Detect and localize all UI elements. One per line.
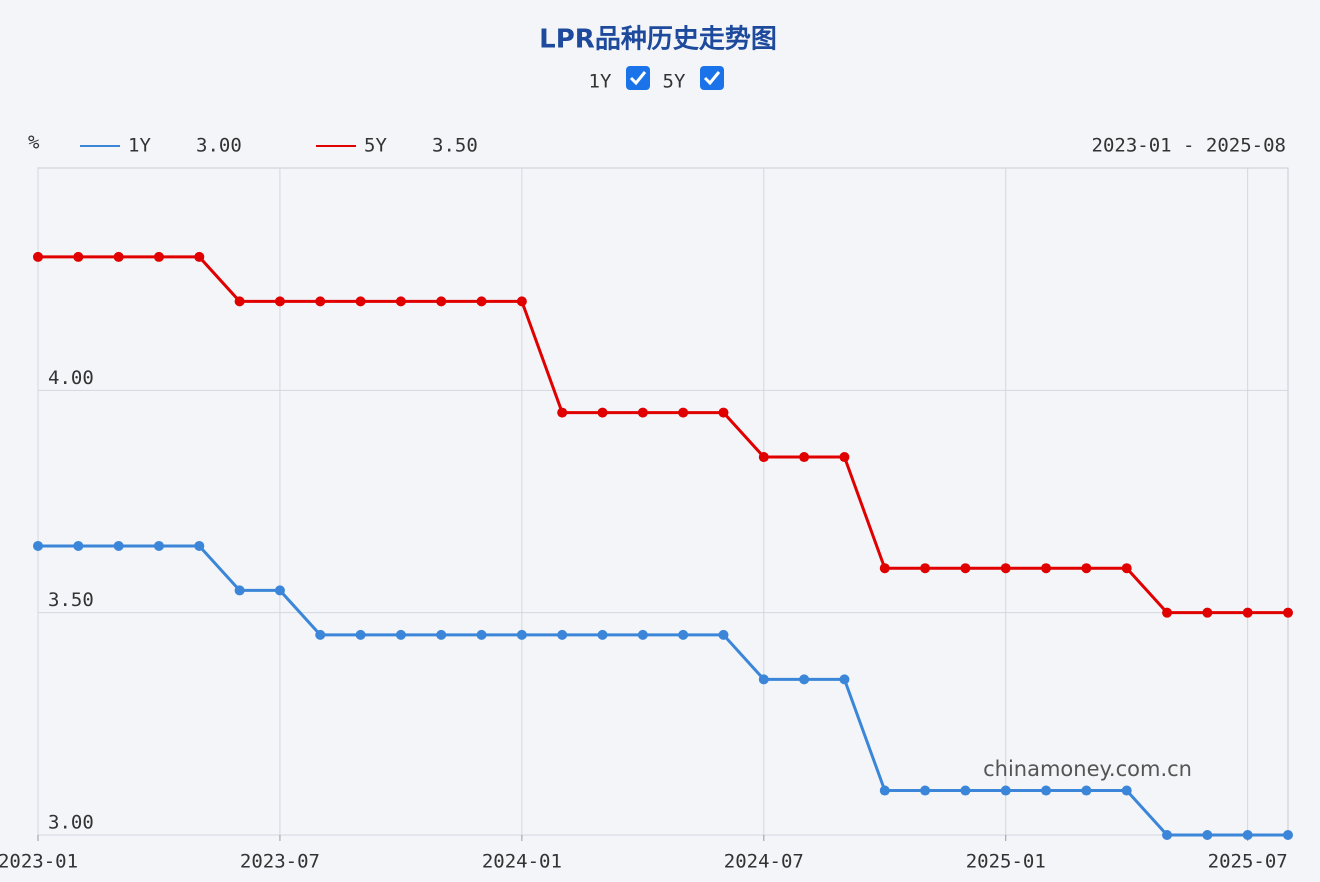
data-point <box>1202 607 1213 618</box>
data-point <box>1121 785 1132 796</box>
data-point <box>1000 785 1011 796</box>
data-point <box>194 540 205 551</box>
data-point <box>557 629 568 640</box>
y-tick-label: 3.50 <box>48 589 94 611</box>
data-point <box>436 296 447 307</box>
data-point <box>153 251 164 262</box>
data-point <box>315 296 326 307</box>
data-point <box>234 585 245 596</box>
data-point <box>234 296 245 307</box>
data-point <box>1000 563 1011 574</box>
data-point <box>839 674 850 685</box>
legend-label: 5Y <box>364 135 387 157</box>
data-point <box>920 563 931 574</box>
data-point <box>637 629 648 640</box>
data-point <box>476 629 487 640</box>
data-point <box>1202 830 1213 840</box>
range-label: 2023-01 - 2025-08 <box>1092 135 1286 157</box>
data-point <box>718 629 729 640</box>
legend-label: 1Y <box>128 135 151 157</box>
data-point <box>799 452 810 463</box>
data-point <box>678 629 689 640</box>
legend-value: 3.00 <box>196 135 242 157</box>
toggle-label: 1Y <box>589 71 612 93</box>
data-point <box>1081 563 1092 574</box>
data-point <box>1242 830 1253 840</box>
chart-title: LPR品种历史走势图 <box>539 25 777 55</box>
data-point <box>516 629 527 640</box>
x-tick-label: 2025-01 <box>966 851 1046 873</box>
data-point <box>1121 563 1132 574</box>
data-point <box>1041 563 1052 574</box>
toggle-label: 5Y <box>663 71 686 93</box>
data-point <box>476 296 487 307</box>
x-tick-label: 2024-07 <box>724 851 804 873</box>
x-tick-label: 2023-01 <box>0 851 78 873</box>
data-point <box>758 674 769 685</box>
data-point <box>355 296 366 307</box>
x-tick-label: 2024-01 <box>482 851 562 873</box>
y-tick-label: 3.00 <box>48 812 94 834</box>
data-point <box>920 785 931 796</box>
data-point <box>1242 607 1253 618</box>
data-point <box>73 251 84 262</box>
series-line <box>38 255 1288 615</box>
watermark: chinamoney.com.cn <box>983 757 1192 781</box>
data-point <box>1041 785 1052 796</box>
data-point <box>395 629 406 640</box>
data-point <box>597 629 608 640</box>
data-point <box>1162 830 1173 840</box>
data-point <box>153 540 164 551</box>
data-point <box>1081 785 1092 796</box>
data-point <box>758 452 769 463</box>
grid <box>37 167 1289 836</box>
checkbox[interactable] <box>700 66 724 90</box>
y-unit: % <box>28 132 40 154</box>
data-point <box>73 540 84 551</box>
data-point <box>274 585 285 596</box>
x-tick-label: 2023-07 <box>240 851 320 873</box>
data-point <box>557 407 568 418</box>
data-point <box>315 629 326 640</box>
data-point <box>879 785 890 796</box>
data-point <box>718 407 729 418</box>
data-point <box>839 452 850 463</box>
data-point <box>436 629 447 640</box>
data-point <box>1283 607 1293 618</box>
data-point <box>274 296 285 307</box>
checkbox[interactable] <box>626 66 650 90</box>
data-point <box>678 407 689 418</box>
data-point <box>879 563 890 574</box>
x-tick-label: 2025-07 <box>1208 851 1288 873</box>
data-point <box>597 407 608 418</box>
data-point <box>33 540 43 551</box>
data-point <box>113 251 124 262</box>
data-point <box>355 629 366 640</box>
data-point <box>960 563 971 574</box>
legend-value: 3.50 <box>432 135 478 157</box>
data-point <box>194 251 205 262</box>
data-point <box>395 296 406 307</box>
data-point <box>516 296 527 307</box>
series-line <box>38 544 1288 837</box>
data-point <box>1162 607 1173 618</box>
data-point <box>1283 830 1293 840</box>
data-point <box>113 540 124 551</box>
data-point <box>960 785 971 796</box>
y-tick-label: 4.00 <box>48 367 94 389</box>
data-point <box>799 674 810 685</box>
data-point <box>637 407 648 418</box>
data-point <box>33 251 43 262</box>
